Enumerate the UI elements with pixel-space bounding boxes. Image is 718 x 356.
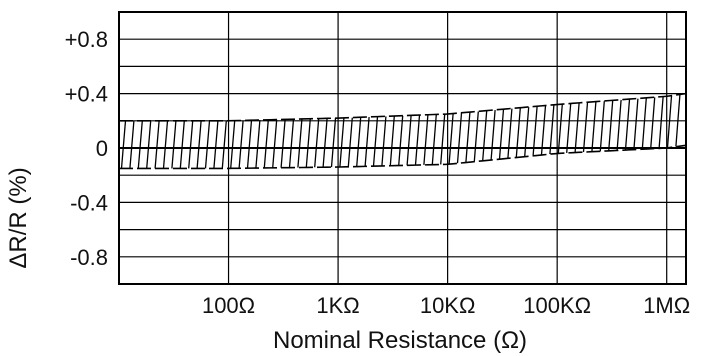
band-hatch (608, 100, 614, 151)
band-hatch (221, 120, 227, 169)
band-hatch (230, 120, 236, 169)
band-hatch (650, 97, 656, 149)
band-hatch (162, 120, 169, 169)
band-hatch (414, 115, 421, 166)
band-hatch (280, 119, 286, 168)
band-hatch (549, 104, 555, 155)
band-hatch (633, 98, 639, 150)
band-hatch (574, 102, 580, 153)
x-tick-label: 1KΩ (316, 293, 359, 318)
band-hatch (515, 107, 521, 158)
y-axis-title: ΔR/R (%) (5, 167, 32, 268)
band-hatch (347, 117, 353, 167)
band-hatch (465, 112, 471, 163)
band-hatch (146, 120, 152, 169)
band-hatch (305, 118, 311, 168)
band-hatch (255, 120, 261, 169)
band-hatch (272, 119, 278, 168)
band-hatch (566, 103, 572, 153)
y-tick-label: +0.8 (65, 27, 108, 52)
band-hatch (482, 110, 488, 161)
band-hatch (364, 116, 370, 167)
tolerance-band (119, 92, 687, 170)
band-lower-edge (119, 144, 687, 170)
y-tick-labels: +0.8 +0.4 0 -0.4 -0.8 (65, 27, 108, 270)
band-hatch (154, 120, 160, 169)
band-hatch (440, 114, 446, 165)
band-hatch (330, 118, 337, 168)
band-hatch (171, 120, 177, 169)
band-hatch (137, 120, 143, 169)
band-hatch (129, 120, 135, 169)
band-hatch (204, 120, 211, 169)
y-tick-label: +0.4 (65, 82, 108, 107)
band-hatch (524, 107, 530, 157)
band-hatch (398, 115, 404, 166)
band-hatch (498, 109, 505, 160)
plot-frame (118, 11, 687, 285)
x-axis-title: Nominal Resistance (Ω) (273, 327, 527, 354)
band-hatch (356, 117, 362, 167)
band-hatch (322, 118, 328, 168)
band-hatch (179, 120, 185, 169)
band-hatch (641, 97, 647, 150)
band-hatch (372, 116, 379, 167)
band-hatch (666, 95, 673, 148)
y-tick-label: 0 (96, 136, 108, 161)
band-hatch (582, 102, 589, 153)
band-hatch (196, 120, 202, 169)
band-hatch (591, 101, 597, 152)
band-hatch (448, 113, 454, 165)
x-tick-label: 100KΩ (523, 293, 591, 318)
band-hatch (246, 120, 253, 169)
x-tick-label: 100Ω (202, 293, 255, 318)
band-hatch (490, 110, 496, 160)
band-upper-edge (119, 92, 687, 122)
y-tick-label: -0.8 (70, 245, 108, 270)
x-tick-label: 1MΩ (643, 293, 690, 318)
band-hatch (339, 117, 345, 168)
band-hatch (658, 96, 664, 149)
band-hatch (389, 116, 395, 166)
band-hatch (263, 119, 269, 168)
x-tick-label: 10KΩ (420, 293, 476, 318)
band-hatch (431, 114, 437, 165)
band-hatch (624, 99, 631, 151)
band-hatch (188, 120, 194, 169)
band-hatch (381, 116, 387, 166)
band-hatch (507, 108, 513, 159)
band-hatch (540, 105, 547, 155)
band-hatch (532, 106, 538, 156)
band-hatch (473, 111, 479, 162)
band-hatch (675, 94, 681, 147)
band-hatch (297, 118, 303, 168)
band-hatch (314, 118, 320, 168)
x-tick-labels: 100Ω 1KΩ 10KΩ 100KΩ 1MΩ (202, 293, 690, 318)
band-hatch (120, 120, 127, 169)
band-hatch (456, 112, 463, 164)
band-hatch (599, 101, 605, 152)
band-hatch (557, 104, 563, 154)
band-hatch (288, 119, 295, 168)
band-hatch (616, 99, 622, 151)
y-tick-label: -0.4 (70, 190, 108, 215)
band-hatch (238, 120, 244, 169)
band-hatch (213, 120, 219, 169)
band-hatch (406, 115, 412, 166)
band-hatch (423, 114, 429, 165)
